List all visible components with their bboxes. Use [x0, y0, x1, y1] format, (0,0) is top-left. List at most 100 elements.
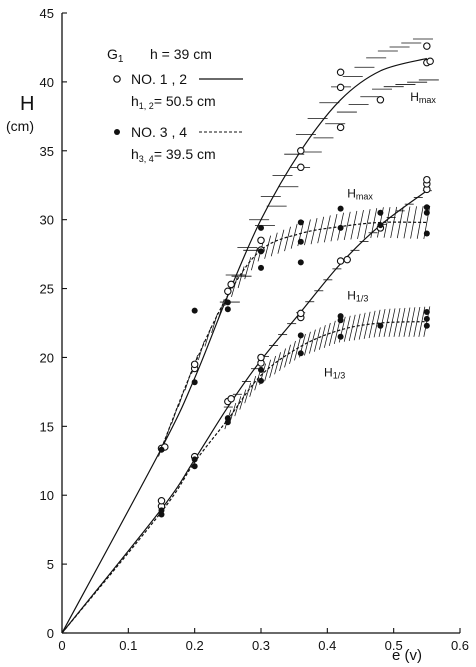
- axes: 0 0.1 0.2 0.3 0.4 0.5 0.6 0 5 10 15 20 25 30 35 40 45: [40, 6, 470, 653]
- legend-marker-filled: [114, 129, 120, 135]
- band-hatch: [314, 327, 321, 352]
- point-filled: [423, 322, 430, 329]
- band-hatch: [251, 247, 258, 271]
- point-filled: [377, 322, 384, 329]
- band-hatch: [264, 359, 271, 382]
- curve-solid: [61, 57, 427, 634]
- band-hatch: [254, 369, 262, 391]
- point-filled: [377, 222, 384, 229]
- band-hatch: [284, 344, 291, 368]
- point-filled: [258, 248, 264, 255]
- point-open: [297, 309, 305, 318]
- y-axis-label: H: [20, 93, 34, 115]
- point-filled: [337, 333, 344, 340]
- band-hatch: [317, 216, 325, 244]
- point-filled: [158, 507, 165, 514]
- legend: G1 h = 39 cm NO. 1 , 2 h1, 2= 50.5 cm NO…: [107, 46, 243, 164]
- point-filled: [158, 511, 165, 518]
- band-hatch: [328, 320, 336, 346]
- band-hatch: [358, 312, 366, 340]
- point-filled: [297, 350, 304, 357]
- band-hatch: [244, 382, 252, 404]
- y-tick-label: 45: [40, 6, 54, 21]
- point-filled: [297, 332, 304, 339]
- point-filled: [423, 230, 430, 237]
- point-filled: [224, 299, 231, 306]
- y-tick-label: 0: [47, 626, 54, 641]
- point-open: [190, 360, 199, 369]
- band-hatch: [343, 211, 351, 240]
- band-hatch: [323, 322, 331, 348]
- band-hatch: [269, 355, 276, 378]
- legend-marker-open: [113, 75, 121, 83]
- band-hatch: [310, 218, 318, 245]
- x-tick-label: 0.3: [252, 638, 270, 653]
- point-filled: [224, 306, 231, 313]
- curve-label: Hmax: [347, 187, 373, 202]
- y-tick-label: 10: [40, 488, 54, 503]
- band-hatch: [249, 375, 257, 397]
- y-tick-label: 35: [40, 144, 54, 159]
- curve-label: Hmax: [410, 90, 436, 105]
- y-tick-label: 40: [40, 75, 54, 90]
- y-tick-label: 25: [40, 282, 54, 297]
- band-hatch: [348, 314, 356, 342]
- legend-entry2-label: NO. 3 , 4: [131, 124, 187, 140]
- point-filled: [191, 379, 198, 386]
- point-filled: [337, 205, 344, 212]
- curve-dashed: [61, 321, 427, 634]
- point-open: [257, 353, 265, 362]
- point-filled: [423, 204, 430, 211]
- legend-entry2-sublabel: h3, 4= 39.5 cm: [131, 146, 216, 164]
- point-open: [423, 175, 431, 184]
- point-filled: [337, 313, 344, 320]
- band-hatch: [239, 389, 247, 410]
- point-filled: [297, 238, 304, 245]
- point-open: [336, 83, 345, 92]
- point-filled: [423, 308, 430, 315]
- band-hatch: [289, 340, 296, 364]
- point-open: [224, 287, 232, 296]
- point-open: [336, 68, 345, 76]
- y-tick-label: 15: [40, 419, 54, 434]
- point-filled: [258, 264, 264, 271]
- point-filled: [224, 419, 231, 426]
- band-hatch: [304, 219, 311, 246]
- band-hatch: [343, 315, 351, 342]
- band-hatch: [274, 352, 281, 375]
- point-filled: [258, 377, 264, 384]
- band-hatch: [279, 348, 286, 371]
- fit-curves: [61, 57, 428, 634]
- band-hatch: [383, 207, 391, 238]
- point-filled: [258, 366, 264, 373]
- point-filled: [191, 463, 198, 470]
- point-filled: [297, 219, 304, 226]
- band-hatch: [270, 232, 278, 257]
- point-open: [376, 96, 385, 104]
- legend-header-h: h = 39 cm: [150, 46, 212, 62]
- band-hatch: [231, 275, 238, 297]
- point-filled: [423, 209, 430, 216]
- point-filled: [297, 259, 304, 266]
- band-hatch: [403, 206, 411, 239]
- y-axis-unit: (cm): [6, 118, 34, 134]
- point-filled: [423, 315, 430, 322]
- legend-header-g: G1: [107, 46, 124, 65]
- band-hatch: [318, 325, 326, 350]
- curve-dashed: [160, 221, 427, 449]
- point-open: [423, 42, 431, 50]
- legend-entry1-sublabel: h1, 2= 50.5 cm: [131, 93, 216, 111]
- x-tick-label: 0.4: [318, 638, 336, 653]
- legend-entry1-label: NO. 1 , 2: [131, 71, 187, 87]
- y-tick-label: 30: [40, 213, 54, 228]
- band-hatch: [264, 235, 271, 259]
- curve-label: H1/3: [347, 289, 368, 304]
- band-hatch: [284, 226, 291, 252]
- point-filled: [337, 317, 344, 324]
- x-axis-label: e (v): [392, 647, 422, 664]
- point-filled: [337, 224, 344, 231]
- x-tick-label: 0.6: [451, 638, 469, 653]
- curve-annotations: Hmax Hmax H1/3 H1/3: [324, 90, 436, 381]
- point-open: [157, 496, 166, 505]
